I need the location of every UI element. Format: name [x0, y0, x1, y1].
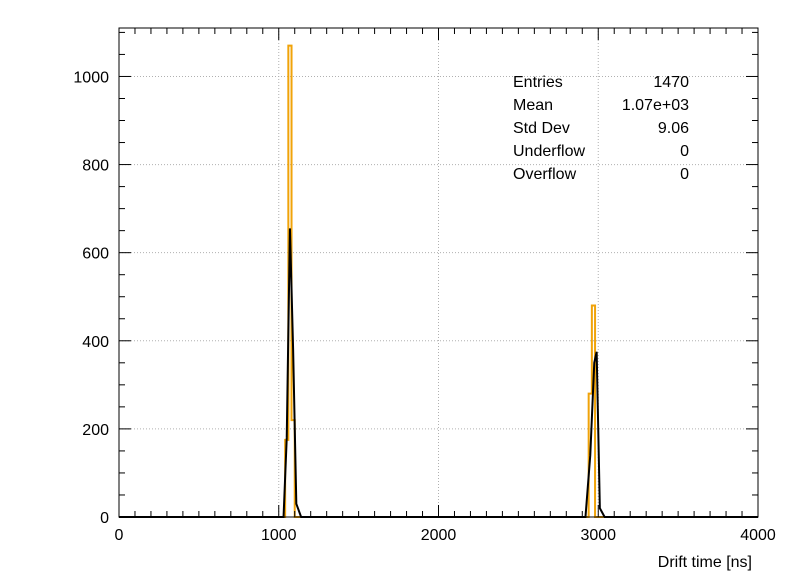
grid — [119, 28, 758, 517]
x-axis-title: Drift time [ns] — [658, 554, 752, 571]
stats-value: 0 — [680, 143, 689, 160]
x-tick-label: 1000 — [261, 527, 297, 544]
y-tick-label: 0 — [100, 510, 109, 527]
x-tick-label: 2000 — [421, 527, 457, 544]
stats-label: Mean — [513, 97, 553, 114]
stats-label: Underflow — [513, 143, 585, 160]
y-tick-label: 600 — [82, 246, 109, 263]
stats-box: Entries 1470 Mean 1.07e+03 Std Dev 9.06 Underf… — [513, 74, 689, 183]
y-tick-label: 1000 — [73, 69, 109, 86]
y-tick-label: 200 — [82, 422, 109, 439]
stats-value: 1470 — [653, 74, 689, 91]
y-tick-label: 400 — [82, 334, 109, 351]
x-tick-label: 4000 — [740, 527, 776, 544]
x-tick-label: 3000 — [580, 527, 616, 544]
stats-value: 9.06 — [658, 120, 689, 137]
axis-tick-labels: 0 1000 2000 3000 4000 0 200 400 600 800 1000 — [73, 69, 775, 544]
y-tick-label: 800 — [82, 158, 109, 175]
plot-series — [119, 44, 758, 518]
stats-label: Entries — [513, 74, 563, 91]
stats-label: Overflow — [513, 166, 577, 183]
stats-value: 1.07e+03 — [622, 97, 689, 114]
x-tick-label: 0 — [115, 527, 124, 544]
axis-ticks — [118, 28, 759, 518]
stats-value: 0 — [680, 166, 689, 183]
histogram-step-series — [119, 44, 758, 518]
stats-label: Std Dev — [513, 120, 570, 137]
